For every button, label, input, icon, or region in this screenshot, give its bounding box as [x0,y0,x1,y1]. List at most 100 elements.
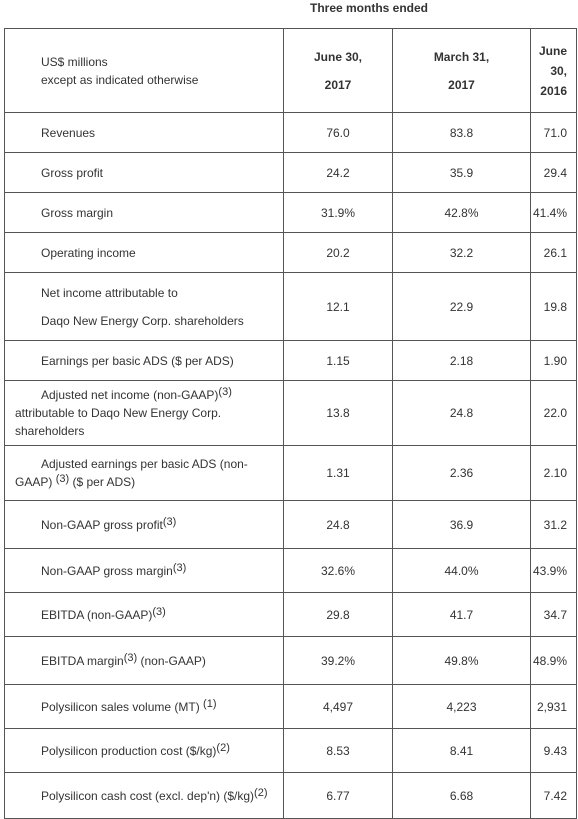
row-label: Polysilicon sales volume (MT) (1) [4,684,284,729]
row-label: Non-GAAP gross margin(3) [4,548,284,593]
header-text: except as indicated otherwise [41,72,199,87]
value-cell: 9.43 [530,728,577,773]
footnote-ref: (3) [123,651,138,664]
label-part: EBITDA margin [41,653,124,668]
value-cell: 22.9 [392,272,531,341]
label-text: EBITDA (non-GAAP)(3) [15,606,279,624]
header-text: 2017 [324,77,352,92]
header-text: June 30, [538,43,567,78]
label-text: Polysilicon sales volume (MT) (1) [15,698,279,716]
label-text: Gross margin [15,204,279,222]
label-part: Earnings per basic ADS ($ per ADS) [41,353,234,368]
label-part: Polysilicon sales volume (MT) [41,699,204,714]
value-cell: 29.4 [530,152,577,193]
footnote-ref: (3) [162,515,177,528]
value-cell: 2.10 [530,445,577,501]
row-label: EBITDA margin(3) (non-GAAP) [4,636,284,685]
value-cell: 34.7 [530,592,577,637]
label-part: Polysilicon cash cost (excl. dep'n) ($/k… [41,788,255,803]
table-row: Gross profit 24.2 35.9 29.4 [4,152,577,193]
value-cell: 20.2 [283,232,393,273]
label-text: Polysilicon production cost ($/kg)(2) [15,742,279,760]
table-row: Earnings per basic ADS ($ per ADS) 1.15 2.… [4,340,577,381]
value-cell: 2.36 [392,445,531,501]
value-cell: 35.9 [392,152,531,193]
label-text: Adjusted net income (non-GAAP)(3) attrib… [15,386,279,440]
value-cell: 71.0 [530,112,577,153]
label-line: Net income attributable to [41,285,178,300]
row-label: Polysilicon production cost ($/kg)(2) [4,728,284,773]
label-text: Adjusted earnings per basic ADS (non-GAA… [15,455,279,491]
table-row: Polysilicon sales volume (MT) (1) 4,497 4,… [4,684,577,729]
value-cell: 44.0% [392,548,531,593]
table-header: US$ millions except as indicated otherwis… [4,28,577,113]
label-line: Daqo New Energy Corp. shareholders [41,313,244,328]
value-cell: 24.8 [392,380,531,446]
value-cell: 4,497 [283,684,393,729]
value-cell: 83.8 [392,112,531,153]
label-part: Polysilicon production cost ($/kg) [41,743,217,758]
value-cell: 26.1 [530,232,577,273]
row-label: Gross profit [4,152,284,193]
table-row: Polysilicon cash cost (excl. dep'n) ($/k… [4,772,577,819]
label-text: Non-GAAP gross margin(3) [15,562,279,580]
table-row: Non-GAAP gross profit(3) 24.8 36.9 31.2 [4,500,577,549]
row-label: Net income attributable to Daqo New Energ… [4,272,284,341]
value-cell: 8.53 [283,728,393,773]
table-row: Net income attributable to Daqo New Energ… [4,272,577,341]
header-cell: US$ millions except as indicated otherwis… [4,28,284,113]
table-row: Polysilicon production cost ($/kg)(2) 8.5… [4,728,577,773]
table-row: Operating income 20.2 32.2 26.1 [4,232,577,273]
value-cell: 1.15 [283,340,393,381]
value-cell: 36.9 [392,500,531,549]
value-cell: 6.68 [392,772,531,819]
value-cell: 43.9% [530,548,577,593]
header-text: 2017 [448,77,475,92]
row-label: Polysilicon cash cost (excl. dep'n) ($/k… [4,772,284,819]
value-cell: 8.41 [392,728,531,773]
label-part: EBITDA (non-GAAP) [41,607,153,622]
label-text: EBITDA margin(3) (non-GAAP) [15,652,279,670]
footnote-ref: (2) [216,741,230,754]
label-part: Revenues [41,125,96,140]
table-row: EBITDA (non-GAAP)(3) 29.8 41.7 34.7 [4,592,577,637]
row-label: EBITDA (non-GAAP)(3) [4,592,284,637]
value-cell: 2.18 [392,340,531,381]
label-text: Revenues [15,124,279,142]
label-part: Gross profit [41,165,104,180]
value-cell: 1.90 [530,340,577,381]
value-cell: 4,223 [392,684,531,729]
label-text: Earnings per basic ADS ($ per ADS) [15,352,279,370]
table-row: Adjusted earnings per basic ADS (non-GAA… [4,445,577,501]
footnote-ref: (3) [172,561,187,574]
footnote-ref: (3) [218,386,232,398]
label-part: Non-GAAP gross margin [41,563,173,578]
financial-table: US$ millions except as indicated otherwis… [4,28,577,819]
value-cell: 32.2 [392,232,531,273]
header-cell: June 30, 2017 [283,28,393,113]
footnote-ref: (1) [203,697,217,710]
label-part: (non-GAAP) [137,653,206,668]
label-part: Operating income [41,245,136,260]
value-cell: 41.7 [392,592,531,637]
table-body: Revenues 76.0 83.8 71.0 Gross profit 24.2 35.9… [4,112,577,819]
header-row: US$ millions except as indicated otherwis… [4,28,577,113]
row-label: Gross margin [4,192,284,233]
value-cell: 42.8% [392,192,531,233]
label-text: Gross profit [15,164,279,182]
value-cell: 2,931 [530,684,577,729]
label-part: Adjusted earnings per basic ADS (non-GAA… [15,457,248,489]
row-label: Earnings per basic ADS ($ per ADS) [4,340,284,381]
value-cell: 32.6% [283,548,393,593]
value-cell: 24.8 [283,500,393,549]
row-label: Adjusted net income (non-GAAP)(3) attrib… [4,380,284,446]
label-part: Gross margin [41,205,114,220]
value-cell: 29.8 [283,592,393,637]
footnote-ref: (3) [152,605,166,618]
table-row: Non-GAAP gross margin(3) 32.6% 44.0% 43.9% [4,548,577,593]
value-cell: 7.42 [530,772,577,819]
value-cell: 1.31 [283,445,393,501]
value-cell: 31.9% [283,192,393,233]
label-text: Non-GAAP gross profit(3) [15,516,279,534]
